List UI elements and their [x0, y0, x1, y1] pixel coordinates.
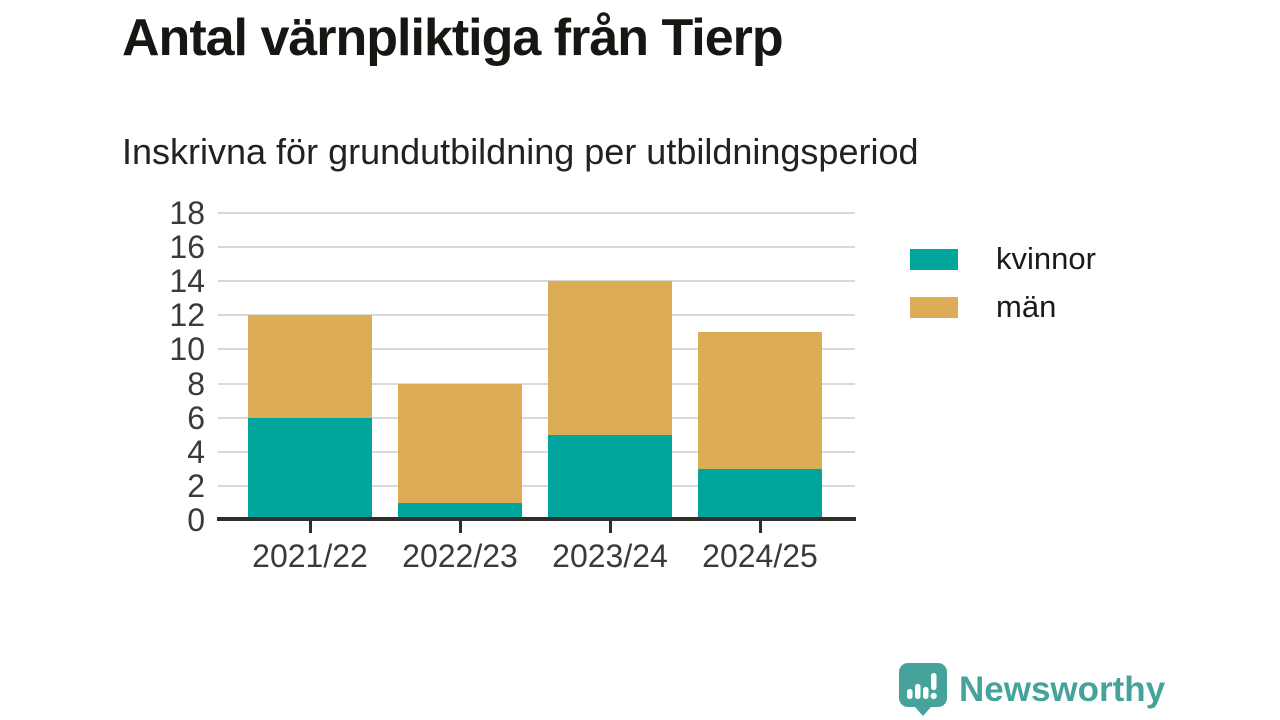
chart-title: Antal värnpliktiga från Tierp [122, 9, 784, 67]
gridline-y14 [218, 280, 855, 283]
gridline-y18 [218, 212, 855, 214]
bar-segment-kvinnor [248, 417, 372, 520]
y-axis-tick-label: 4 [187, 433, 205, 470]
gridline-y16 [218, 246, 855, 249]
y-axis-tick-label: 12 [169, 297, 205, 334]
footer-brand: Newsworthy [899, 663, 1165, 716]
legend-label: män [996, 289, 1057, 324]
bar-segment-män [698, 332, 822, 469]
legend: kvinnor män [910, 241, 1096, 342]
bar-segment-kvinnor [698, 468, 822, 520]
bar-segment-män [398, 383, 522, 503]
x-axis-tick-label: 2022/23 [402, 538, 518, 574]
x-axis-tick-label: 2021/22 [252, 538, 368, 574]
gridline-y6 [218, 416, 855, 419]
y-axis-tick-label: 0 [187, 502, 205, 538]
bar-segment-kvinnor [398, 502, 522, 520]
x-axis-tick [458, 521, 462, 533]
bar-segment-kvinnor [548, 434, 672, 520]
legend-item-kvinnor: kvinnor [910, 241, 1096, 276]
y-axis-tick-label: 6 [187, 399, 205, 436]
gridline-y8 [218, 382, 855, 385]
legend-item-man: män [910, 289, 1096, 324]
y-axis-tick-label: 16 [169, 229, 205, 266]
stacked-bar-2023-24 [548, 281, 672, 520]
gridline-y12 [218, 314, 855, 317]
bar-segment-män [248, 315, 372, 418]
y-axis-tick-label: 10 [169, 331, 205, 368]
bar-segment-män [548, 281, 672, 435]
y-axis-tick-label: 2 [187, 467, 205, 504]
legend-swatch [910, 296, 958, 318]
y-axis-tick-label: 8 [187, 365, 205, 402]
x-axis-line [217, 517, 856, 521]
plot-area [218, 212, 855, 520]
x-axis-tick-label: 2024/25 [702, 538, 818, 574]
legend-label: kvinnor [996, 241, 1096, 276]
stacked-bar-2022-23 [398, 383, 522, 520]
x-axis-tick [758, 521, 762, 533]
newsworthy-bar-chart-bubble-icon [899, 663, 947, 716]
x-axis-tick [608, 521, 612, 533]
gridline-y2 [218, 484, 855, 487]
chart-subtitle: Inskrivna för grundutbildning per utbild… [122, 131, 919, 172]
gridline-y10 [218, 348, 855, 351]
brand-name: Newsworthy [959, 669, 1166, 709]
y-axis-tick-label: 18 [169, 195, 205, 231]
legend-swatch [910, 248, 958, 270]
x-axis-tick-label: 2023/24 [552, 538, 668, 574]
gridline-y4 [218, 450, 855, 453]
y-axis-tick-label: 14 [169, 263, 205, 300]
stacked-bar-2021-22 [248, 315, 372, 520]
x-axis-tick [308, 521, 312, 533]
stacked-bar-2024-25 [698, 332, 822, 520]
